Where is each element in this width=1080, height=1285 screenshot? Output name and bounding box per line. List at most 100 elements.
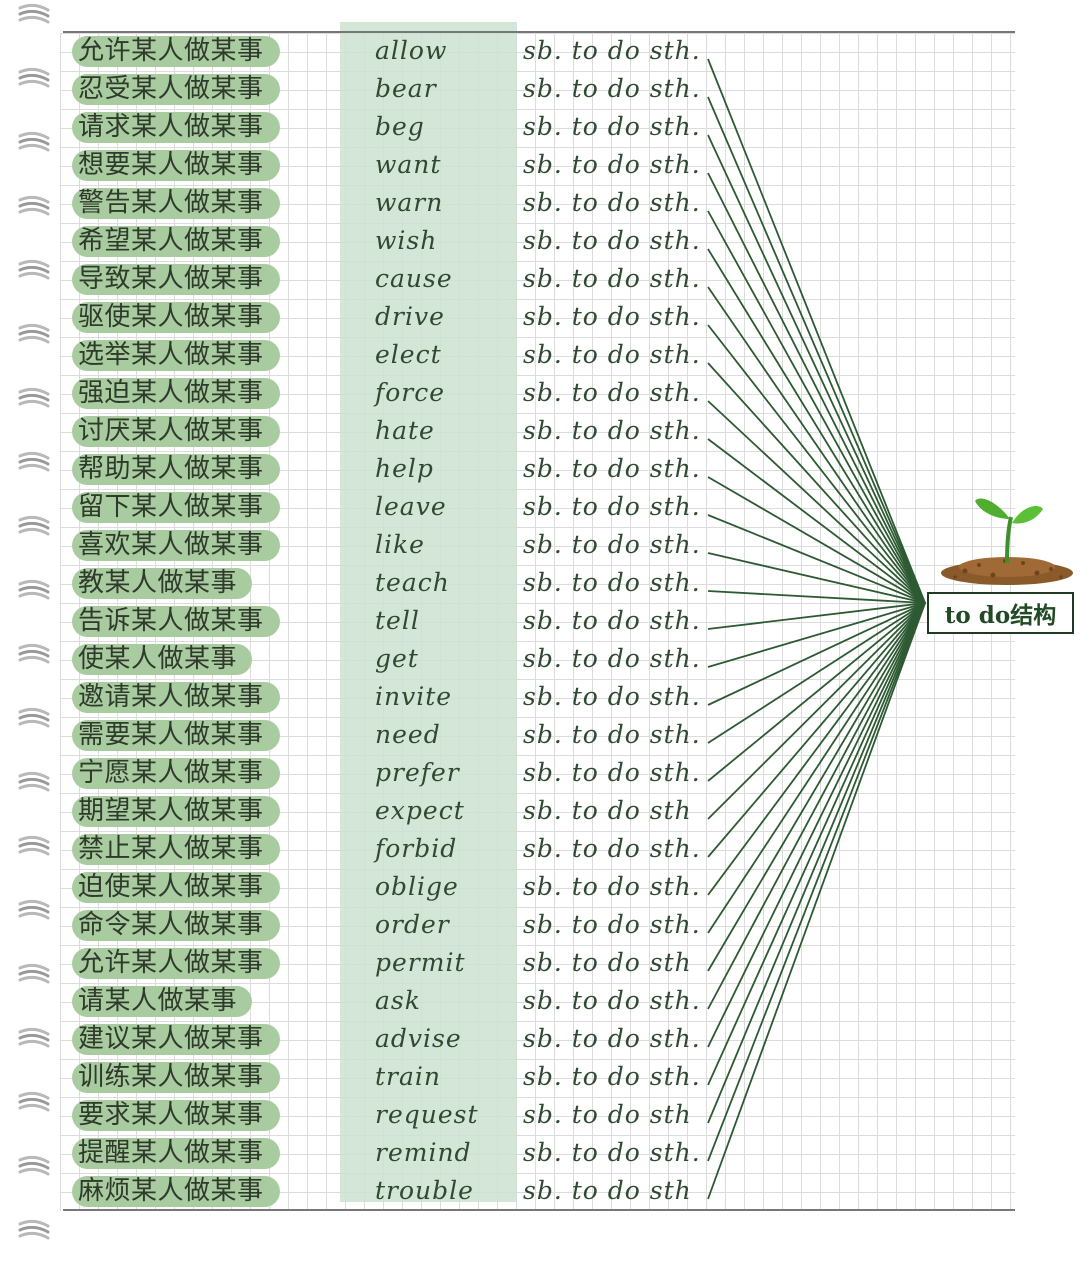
spiral-ring [18, 1219, 50, 1240]
connector-line [707, 362, 926, 604]
row-verb: want [375, 150, 442, 179]
connector-line [707, 438, 926, 604]
row-verb: request [375, 1100, 479, 1129]
row-verb: oblige [375, 872, 459, 901]
row-verb: like [375, 530, 425, 559]
row-pattern: sb. to do sth. [523, 74, 701, 103]
row-chinese: 要求某人做某事 [78, 1100, 264, 1130]
row-verb: advise [375, 1024, 462, 1053]
row-chinese: 告诉某人做某事 [78, 606, 264, 636]
cn-highlight [72, 720, 280, 751]
row-verb: get [375, 644, 419, 673]
row-verb: ask [375, 986, 421, 1015]
spiral-ring [18, 515, 50, 536]
connector-line [707, 58, 926, 604]
cn-highlight [72, 1024, 280, 1055]
spiral-ring [18, 387, 50, 408]
spiral-ring [18, 643, 50, 664]
row-verb: force [375, 378, 446, 407]
row-pattern: sb. to do sth. [523, 150, 701, 179]
spiral-ring [18, 323, 50, 344]
spiral-ring [18, 195, 50, 216]
row-verb: teach [375, 568, 450, 597]
row-verb: permit [375, 948, 466, 977]
row-chinese: 导致某人做某事 [78, 264, 264, 294]
row-verb: prefer [375, 758, 460, 787]
row-chinese: 建议某人做某事 [78, 1024, 264, 1054]
cn-highlight [72, 416, 280, 447]
row-pattern: sb. to do sth. [523, 454, 701, 483]
row-pattern: sb. to do sth. [523, 1024, 701, 1053]
row-verb: cause [375, 264, 453, 293]
cn-highlight [72, 682, 280, 713]
row-chinese: 希望某人做某事 [78, 226, 264, 256]
connector-line [707, 210, 926, 604]
spiral-ring [18, 771, 50, 792]
connector-line [707, 134, 926, 604]
row-pattern: sb. to do sth. [523, 378, 701, 407]
row-chinese: 禁止某人做某事 [78, 834, 264, 864]
cn-highlight [72, 948, 280, 979]
row-pattern: sb. to do sth. [523, 872, 701, 901]
connector-line [707, 602, 926, 1086]
spiral-ring [18, 3, 50, 24]
row-pattern: sb. to do sth. [523, 264, 701, 293]
cn-highlight [72, 758, 280, 789]
row-pattern: sb. to do sth. [523, 302, 701, 331]
cn-highlight [72, 644, 252, 675]
connector-line [707, 602, 926, 782]
row-chinese: 请某人做某事 [78, 986, 238, 1016]
row-verb: forbid [375, 834, 458, 863]
row-pattern: sb. to do sth. [523, 112, 701, 141]
connector-line [707, 476, 926, 604]
spiral-ring [18, 707, 50, 728]
cn-highlight [72, 226, 280, 257]
cn-highlight [72, 872, 280, 903]
connector-line [707, 286, 926, 604]
row-pattern: sb. to do sth. [523, 910, 701, 939]
spiral-ring [18, 963, 50, 984]
row-chinese: 讨厌某人做某事 [78, 416, 264, 446]
row-pattern: sb. to do sth. [523, 834, 701, 863]
connector-line [707, 552, 926, 604]
cn-highlight [72, 74, 280, 105]
spiral-ring [18, 451, 50, 472]
row-verb: hate [375, 416, 435, 445]
spiral-ring [18, 899, 50, 920]
connector-line [707, 602, 926, 706]
spiral-ring [18, 1027, 50, 1048]
row-pattern: sb. to do sth. [523, 606, 701, 635]
row-chinese: 留下某人做某事 [78, 492, 264, 522]
connector-line [707, 602, 926, 1048]
row-verb: remind [375, 1138, 472, 1167]
spiral-ring [18, 1091, 50, 1112]
cn-highlight [72, 302, 280, 333]
cn-highlight [72, 454, 280, 485]
row-chinese: 忍受某人做某事 [78, 74, 264, 104]
cn-highlight [72, 340, 280, 371]
row-pattern: sb. to do sth [523, 1100, 692, 1129]
row-pattern: sb. to do sth. [523, 226, 701, 255]
bottom-rule [63, 1209, 1015, 1211]
cn-highlight [72, 1176, 280, 1207]
row-pattern: sb. to do sth. [523, 416, 701, 445]
cn-highlight [72, 112, 280, 143]
row-chinese: 帮助某人做某事 [78, 454, 264, 484]
row-verb: order [375, 910, 450, 939]
row-pattern: sb. to do sth. [523, 986, 701, 1015]
row-pattern: sb. to do sth. [523, 720, 701, 749]
spiral-ring [18, 131, 50, 152]
row-verb: elect [375, 340, 442, 369]
connector-line [707, 602, 926, 744]
connector-line [707, 602, 926, 858]
target-box: to do结构 [927, 592, 1074, 634]
cn-highlight [72, 986, 252, 1017]
spiral-ring [18, 835, 50, 856]
row-verb: warn [375, 188, 444, 217]
sprout-icon [941, 498, 1073, 585]
spiral-binding [18, 3, 50, 1240]
row-chinese: 提醒某人做某事 [78, 1138, 264, 1168]
row-pattern: sb. to do sth. [523, 682, 701, 711]
row-pattern: sb. to do sth. [523, 36, 701, 65]
